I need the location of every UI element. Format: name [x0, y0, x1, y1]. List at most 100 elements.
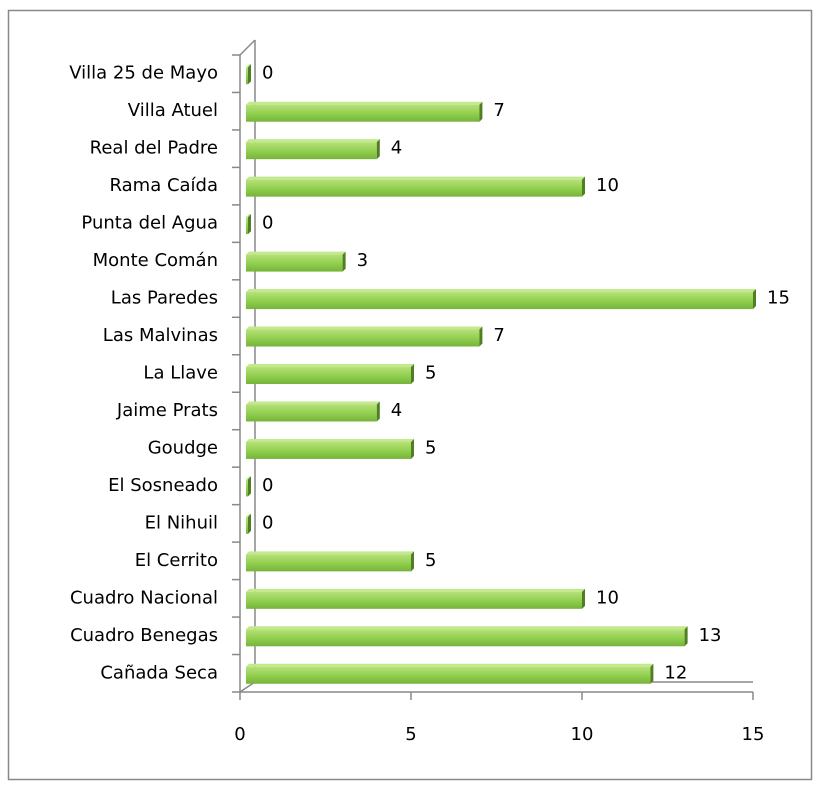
value-label: 10	[596, 175, 619, 196]
bar-side	[248, 214, 251, 235]
bar-face	[246, 367, 411, 384]
bar-top	[246, 251, 346, 255]
y-tick-label: Jaime Prats	[116, 400, 218, 421]
bar-side	[342, 251, 346, 272]
bar-side	[248, 513, 251, 534]
y-tick-label: Punta del Agua	[81, 213, 218, 234]
bar-top	[246, 626, 688, 630]
bar-face	[246, 591, 582, 609]
bar-top	[246, 326, 483, 330]
bar-face	[246, 142, 377, 160]
value-label: 13	[699, 625, 722, 646]
bar-top	[246, 663, 654, 667]
x-tick-label: 5	[405, 724, 416, 745]
bar-side	[411, 438, 414, 459]
value-label: 4	[391, 400, 402, 421]
bar-face	[246, 179, 582, 197]
bar-top	[246, 139, 380, 143]
bar	[246, 139, 380, 160]
bar-side	[411, 364, 414, 384]
bar	[246, 588, 585, 609]
bar-face	[246, 479, 248, 497]
y-tick-label: Cuadro Benegas	[70, 625, 218, 646]
bar-face	[246, 441, 411, 459]
bar	[246, 476, 251, 497]
bar-face	[246, 554, 411, 572]
value-label: 0	[262, 63, 273, 84]
bar-face	[246, 217, 248, 235]
y-tick-label: Villa 25 de Mayo	[69, 63, 218, 84]
y-tick-label: Goudge	[148, 437, 218, 458]
value-label: 5	[425, 437, 436, 458]
bar-side	[376, 401, 380, 422]
bar	[246, 401, 380, 422]
bar-side	[411, 551, 414, 572]
value-label: 0	[262, 213, 273, 234]
x-tick-label: 15	[742, 724, 765, 745]
bar	[246, 326, 483, 347]
bar-top	[246, 476, 251, 480]
y-tick-label: Rama Caída	[110, 175, 218, 196]
bar-side	[582, 176, 585, 197]
chart-border	[7, 9, 813, 781]
bar	[246, 364, 414, 384]
y-tick-label: Cañada Seca	[100, 662, 218, 683]
bar	[246, 626, 688, 647]
bar-side	[479, 326, 483, 347]
bar-top	[246, 438, 414, 442]
bar-side	[248, 64, 251, 85]
y-tick-label: Cuadro Nacional	[70, 587, 218, 608]
bar	[246, 64, 251, 85]
bar-top	[246, 364, 414, 367]
bar-side	[684, 626, 688, 647]
bar-top	[246, 101, 483, 105]
bar-face	[246, 104, 480, 122]
bar	[246, 176, 585, 197]
bar-top	[246, 588, 585, 592]
bar-face	[246, 67, 248, 85]
y-tick-label: El Sosneado	[108, 475, 218, 496]
bar	[246, 101, 483, 122]
bar	[246, 251, 346, 272]
y-tick-label: Monte Comán	[93, 250, 218, 271]
bar	[246, 214, 251, 235]
y-tick-label: Las Malvinas	[103, 325, 218, 346]
x-tick-label: 10	[571, 724, 594, 745]
y-tick-label: Las Paredes	[111, 288, 218, 309]
value-label: 5	[425, 363, 436, 384]
bar-top	[246, 289, 756, 293]
bar-top	[246, 214, 251, 218]
bar-face	[246, 404, 377, 422]
bar	[246, 663, 654, 684]
value-label: 12	[664, 662, 687, 683]
y-tick-label: La Llave	[143, 363, 218, 384]
bar-side	[479, 101, 483, 122]
bar-top	[246, 64, 251, 68]
bar-side	[753, 289, 756, 310]
bar-face	[246, 516, 248, 534]
y-tick-label: El Cerrito	[135, 550, 218, 571]
bar	[246, 513, 251, 534]
bar-side	[582, 588, 585, 609]
value-label: 4	[391, 138, 402, 159]
bar-face	[246, 666, 651, 684]
bar-face	[246, 629, 685, 647]
x-tick-label: 0	[234, 724, 245, 745]
value-label: 7	[493, 325, 504, 346]
bar-top	[246, 513, 251, 517]
y-tick-label: Villa Atuel	[128, 100, 218, 121]
bar-face	[246, 292, 753, 310]
y-tick-label: El Nihuil	[145, 512, 218, 533]
bar-side	[650, 663, 654, 684]
bar	[246, 438, 414, 459]
value-label: 10	[596, 587, 619, 608]
bar	[246, 551, 414, 572]
bar-face	[246, 254, 343, 272]
bar-side	[248, 476, 251, 497]
bar-top	[246, 401, 380, 405]
bar-face	[246, 329, 480, 347]
value-label: 0	[262, 475, 273, 496]
value-label: 15	[767, 288, 790, 309]
bar-top	[246, 176, 585, 180]
